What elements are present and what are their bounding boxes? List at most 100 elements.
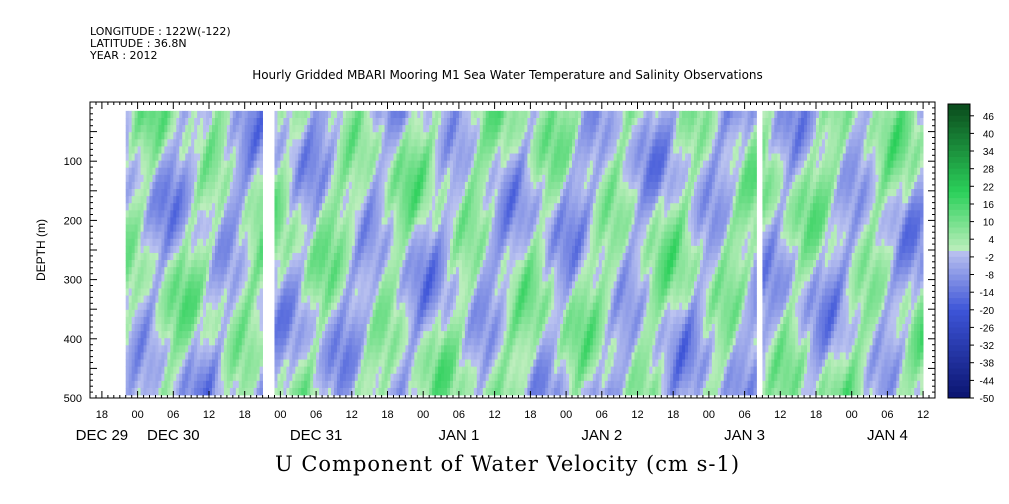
heatmap-cell bbox=[298, 331, 302, 339]
heatmap-cell bbox=[134, 352, 139, 360]
heatmap-cell bbox=[206, 167, 210, 176]
heatmap-cell bbox=[131, 380, 136, 389]
heatmap-cell bbox=[432, 260, 436, 268]
heatmap-cell bbox=[289, 203, 293, 211]
heatmap-cell bbox=[146, 387, 150, 396]
heatmap-cell bbox=[435, 366, 439, 375]
heatmap-cell bbox=[319, 380, 323, 389]
heatmap-cell bbox=[375, 245, 380, 254]
heatmap-cell bbox=[405, 110, 409, 119]
heatmap-cell bbox=[188, 146, 192, 154]
heatmap-cell bbox=[188, 117, 192, 126]
heatmap-cell bbox=[313, 132, 317, 140]
heatmap-cell bbox=[488, 125, 493, 133]
heatmap-cell bbox=[438, 189, 442, 197]
heatmap-cell bbox=[283, 174, 287, 183]
heatmap-cell bbox=[441, 274, 445, 282]
heatmap-cell bbox=[470, 167, 475, 176]
heatmap-cell bbox=[348, 181, 353, 190]
heatmap-cell bbox=[244, 245, 249, 254]
heatmap-cell bbox=[155, 245, 159, 254]
heatmap-cell bbox=[164, 174, 168, 183]
heatmap-cell bbox=[188, 387, 192, 396]
heatmap-cell bbox=[247, 146, 252, 154]
heatmap-cell bbox=[185, 160, 189, 169]
heatmap-cell bbox=[170, 117, 174, 126]
heatmap-cell bbox=[164, 281, 168, 289]
heatmap-cell bbox=[339, 288, 344, 296]
heatmap-cell bbox=[411, 132, 415, 140]
heatmap-cell bbox=[158, 267, 162, 275]
heatmap-cell bbox=[455, 331, 460, 339]
heatmap-cell bbox=[482, 324, 487, 332]
heatmap-cell bbox=[479, 352, 484, 360]
heatmap-cell bbox=[226, 267, 231, 275]
heatmap-cell bbox=[393, 373, 397, 382]
heatmap-cell bbox=[432, 288, 436, 296]
heatmap-cell bbox=[452, 160, 457, 169]
heatmap-cell bbox=[488, 281, 493, 289]
heatmap-cell bbox=[155, 196, 159, 204]
heatmap-cell bbox=[182, 316, 186, 325]
heatmap-cell bbox=[464, 181, 469, 190]
heatmap-cell bbox=[426, 316, 430, 325]
heatmap-cell bbox=[485, 238, 490, 247]
heatmap-cell bbox=[188, 153, 192, 161]
heatmap-cell bbox=[310, 139, 314, 147]
heatmap-cell bbox=[191, 338, 195, 346]
heatmap-cell bbox=[506, 309, 510, 318]
heatmap-cell bbox=[128, 252, 133, 261]
heatmap-cell bbox=[372, 252, 377, 261]
heatmap-cell bbox=[444, 331, 448, 339]
heatmap-cell bbox=[479, 203, 484, 211]
heatmap-cell bbox=[452, 331, 457, 339]
heatmap-cell bbox=[319, 373, 323, 382]
heatmap-cell bbox=[336, 110, 341, 119]
heatmap-cell bbox=[301, 252, 305, 261]
heatmap-cell bbox=[497, 174, 501, 183]
heatmap-cell bbox=[146, 260, 150, 268]
heatmap-cell bbox=[155, 387, 159, 396]
heatmap-cell bbox=[298, 302, 302, 311]
heatmap-cell bbox=[333, 331, 338, 339]
heatmap-cell bbox=[476, 189, 481, 197]
heatmap-cell bbox=[360, 324, 365, 332]
heatmap-cell bbox=[209, 153, 213, 161]
heatmap-cell bbox=[491, 217, 496, 225]
heatmap-cell bbox=[402, 352, 406, 360]
heatmap-cell bbox=[432, 295, 436, 304]
heatmap-cell bbox=[220, 146, 225, 154]
heatmap-cell bbox=[280, 252, 284, 261]
heatmap-cell bbox=[393, 231, 397, 240]
heatmap-cell bbox=[161, 160, 165, 169]
heatmap-cell bbox=[372, 331, 377, 339]
heatmap-cell bbox=[506, 324, 510, 332]
heatmap-cell bbox=[173, 380, 177, 389]
heatmap-cell bbox=[188, 125, 192, 133]
heatmap-cell bbox=[235, 359, 240, 368]
heatmap-cell bbox=[497, 260, 501, 268]
heatmap-cell bbox=[470, 260, 475, 268]
heatmap-cell bbox=[452, 245, 457, 254]
heatmap-cell bbox=[289, 366, 293, 375]
heatmap-cell bbox=[461, 224, 466, 233]
heatmap-cell bbox=[146, 217, 150, 225]
heatmap-cell bbox=[384, 174, 388, 183]
heatmap-cell bbox=[345, 274, 350, 282]
heatmap-cell bbox=[420, 352, 424, 360]
heatmap-cell bbox=[381, 281, 385, 289]
heatmap-cell bbox=[170, 295, 174, 304]
heatmap-cell bbox=[197, 139, 201, 147]
heatmap-cell bbox=[298, 352, 302, 360]
heatmap-cell bbox=[128, 167, 133, 176]
heatmap-cell bbox=[333, 139, 338, 147]
heatmap-cell bbox=[485, 309, 490, 318]
heatmap-cell bbox=[167, 309, 171, 318]
heatmap-cell bbox=[241, 345, 246, 353]
heatmap-cell bbox=[206, 189, 210, 197]
heatmap-cell bbox=[420, 267, 424, 275]
heatmap-cell bbox=[357, 345, 362, 353]
heatmap-cell bbox=[360, 139, 365, 147]
heatmap-cell bbox=[170, 245, 174, 254]
